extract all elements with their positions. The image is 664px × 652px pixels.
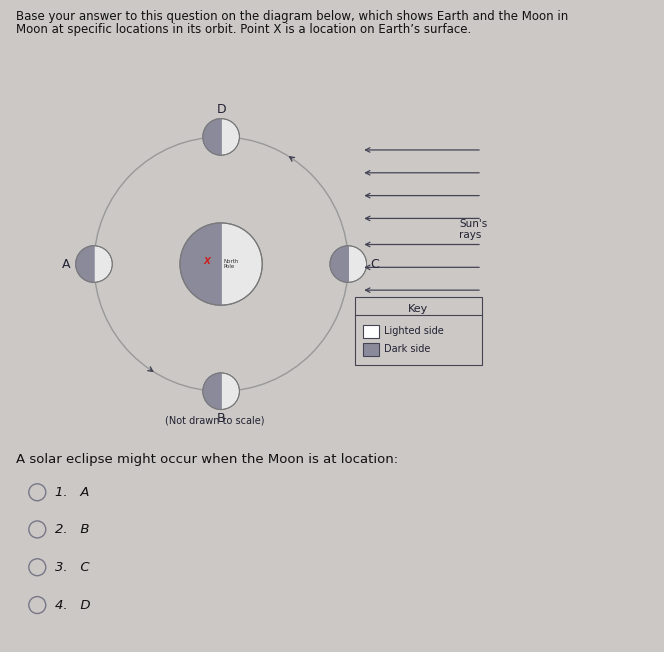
- Text: Sun's
rays: Sun's rays: [459, 218, 487, 241]
- Text: 1.   A: 1. A: [55, 486, 90, 499]
- Text: D: D: [216, 103, 226, 116]
- Bar: [363, 343, 379, 356]
- Text: Lighted side: Lighted side: [384, 326, 444, 336]
- Text: 2.   B: 2. B: [55, 523, 90, 536]
- Text: 4.   D: 4. D: [55, 599, 90, 612]
- Wedge shape: [203, 373, 221, 409]
- Circle shape: [29, 597, 46, 614]
- Circle shape: [76, 246, 112, 282]
- Text: Dark side: Dark side: [384, 344, 430, 355]
- Text: 3.   C: 3. C: [55, 561, 90, 574]
- Circle shape: [180, 223, 262, 305]
- Circle shape: [29, 521, 46, 538]
- Text: C: C: [370, 258, 378, 271]
- Circle shape: [203, 119, 240, 155]
- Text: B: B: [217, 412, 226, 425]
- Text: X: X: [203, 257, 210, 266]
- Circle shape: [29, 559, 46, 576]
- Circle shape: [330, 246, 367, 282]
- Text: North
Pole: North Pole: [223, 259, 238, 269]
- Wedge shape: [76, 246, 94, 282]
- Wedge shape: [203, 119, 221, 155]
- Text: Moon at specific locations in its orbit. Point X is a location on Earth’s surfac: Moon at specific locations in its orbit.…: [16, 23, 471, 36]
- Circle shape: [29, 484, 46, 501]
- Wedge shape: [330, 246, 349, 282]
- Bar: [355, 297, 482, 365]
- Text: Key: Key: [408, 304, 428, 314]
- Circle shape: [203, 373, 240, 409]
- Text: A solar eclipse might occur when the Moon is at location:: A solar eclipse might occur when the Moo…: [16, 453, 398, 466]
- Text: Base your answer to this question on the diagram below, which shows Earth and th: Base your answer to this question on the…: [16, 10, 568, 23]
- Text: A: A: [62, 258, 71, 271]
- Text: (Not drawn to scale): (Not drawn to scale): [165, 415, 264, 426]
- Wedge shape: [180, 223, 221, 305]
- Bar: [363, 325, 379, 338]
